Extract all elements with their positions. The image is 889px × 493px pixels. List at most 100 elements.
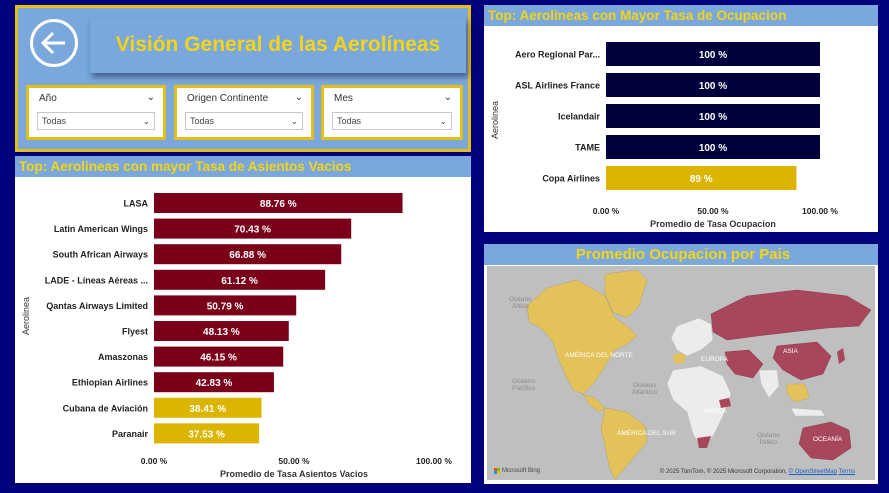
map-credit: © 2025 TomTom, © 2025 Microsoft Corporat…	[660, 469, 855, 475]
chart-title: Top: Aerolineas con mayor Tasa de Asient…	[15, 156, 471, 177]
data-label: 70.43 %	[234, 225, 271, 236]
slicer-dropdown[interactable]: Todas ⌄	[185, 112, 303, 130]
category-label: Qantas Airways Limited	[46, 301, 148, 311]
data-label: 61.12 %	[221, 276, 258, 287]
x-tick-label: 50.00 %	[697, 206, 729, 216]
map-label-oceania: OCEANÍA	[813, 436, 843, 443]
category-label: Paranair	[112, 429, 149, 439]
category-label: TAME	[575, 143, 600, 153]
chevron-down-icon: ⌄	[142, 116, 150, 126]
category-label: Ethiopian Airlines	[72, 378, 148, 388]
category-label: Aero Regional Par...	[515, 50, 600, 60]
map-region-indonesia	[790, 407, 826, 417]
x-axis-label: Promedio de Tasa Asientos Vacios	[220, 469, 368, 479]
category-label: ASL Airlines France	[515, 81, 600, 91]
category-label: Icelandair	[558, 112, 601, 122]
bar[interactable]	[154, 423, 260, 444]
world-map-shapes	[526, 269, 872, 480]
chart-title: Top: Aerolineas con Mayor Tasa de Ocupac…	[484, 5, 878, 26]
map-label-south-america: AMÉRICA DEL SUR	[617, 430, 676, 437]
slicer-dropdown[interactable]: Todas ⌄	[332, 112, 452, 130]
bar[interactable]	[154, 244, 342, 265]
chevron-down-icon: ⌄	[290, 116, 298, 126]
bar[interactable]	[154, 218, 352, 239]
osm-link[interactable]: © OpenStreetMap	[788, 469, 838, 475]
x-tick-label: 0.00 %	[593, 206, 620, 216]
x-axis-label: Promedio de Tasa Ocupacion	[650, 219, 776, 229]
map-title: Promedio Ocupacion por Pais	[484, 244, 878, 265]
bar[interactable]	[154, 372, 274, 393]
bar[interactable]	[154, 269, 326, 290]
data-label: 100 %	[699, 112, 727, 123]
bar[interactable]	[154, 295, 297, 316]
map-region-europe	[670, 317, 714, 357]
empty-seats-bar-chart[interactable]: LASA 88.76 % Latin American Wings 70.43 % So…	[15, 156, 471, 483]
map-region-central-america	[582, 393, 606, 413]
map-label-arctic: Océano Ártico	[509, 296, 532, 310]
x-tick-label: 0.00 %	[141, 456, 168, 466]
bar[interactable]	[154, 346, 284, 367]
category-label: South African Airways	[53, 250, 148, 260]
map-region-china	[772, 341, 832, 381]
data-label: 38.41 %	[189, 404, 226, 415]
slicer-label: Año	[39, 93, 57, 104]
slicer-value: Todas	[42, 116, 67, 126]
data-label: 37.53 %	[188, 429, 225, 440]
chevron-down-icon[interactable]: ⌄	[294, 92, 303, 103]
bar[interactable]	[606, 104, 820, 128]
terms-link[interactable]: Terms	[838, 469, 855, 475]
map-region-ethiopia	[719, 398, 731, 408]
empty-seats-chart-panel: Top: Aerolineas con mayor Tasa de Asient…	[15, 156, 471, 483]
map-region-south-africa	[697, 436, 711, 448]
slicer-value: Todas	[337, 116, 362, 126]
category-label: LASA	[124, 199, 149, 209]
bar[interactable]	[154, 193, 403, 213]
data-label: 100 %	[699, 50, 727, 61]
bar[interactable]	[606, 166, 797, 190]
slicer-year[interactable]: Año ⌄ Todas ⌄	[26, 85, 166, 140]
category-label: Cubana de Aviación	[63, 403, 148, 413]
slicer-month[interactable]: Mes ⌄ Todas ⌄	[321, 85, 463, 140]
map-label-africa: ÁFRICA	[703, 408, 727, 415]
map-label-pacific: Océano Pacífico	[512, 378, 536, 392]
data-label: 89 %	[690, 174, 713, 185]
bar[interactable]	[606, 42, 820, 66]
microsoft-logo-icon	[494, 468, 500, 474]
map-region-spain	[673, 354, 685, 364]
bar[interactable]	[606, 73, 820, 97]
data-label: 46.15 %	[200, 353, 237, 364]
category-label: LADE - Líneas Aéreas ...	[45, 275, 148, 285]
y-axis-label: Aerolinea	[21, 297, 31, 335]
category-label: Copa Airlines	[542, 174, 600, 184]
chevron-down-icon[interactable]: ⌄	[443, 92, 452, 103]
data-label: 66.88 %	[229, 250, 266, 261]
map-region-japan	[837, 348, 845, 364]
data-label: 50.79 %	[207, 301, 244, 312]
data-label: 42.83 %	[196, 378, 233, 389]
slicer-origin-continent[interactable]: Origen Continente ⌄ Todas ⌄	[174, 85, 314, 140]
category-label: Latin American Wings	[54, 224, 148, 234]
map-label-asia: ASIA	[783, 348, 798, 355]
world-map[interactable]: Océano Ártico AMÉRICA DEL NORTE EUROPA A…	[487, 266, 875, 480]
microsoft-bing-logo: Microsoft Bing	[494, 468, 540, 474]
bar[interactable]	[154, 397, 262, 418]
chevron-down-icon[interactable]: ⌄	[146, 92, 155, 103]
slicer-dropdown[interactable]: Todas ⌄	[37, 112, 155, 130]
x-tick-label: 100.00 %	[416, 456, 452, 466]
category-label: Flyest	[122, 327, 148, 337]
bar[interactable]	[606, 135, 820, 159]
slicer-label: Mes	[334, 93, 353, 104]
map-region-russia	[710, 289, 872, 341]
map-label-europe: EUROPA	[701, 356, 728, 363]
chevron-down-icon: ⌄	[439, 116, 447, 126]
header-panel: Visión General de las Aerolíneas Año ⌄ T…	[15, 5, 471, 152]
bar[interactable]	[154, 321, 289, 341]
map-region-australia	[798, 421, 852, 461]
occupancy-bar-chart[interactable]: Aero Regional Par... 100 % ASL Airlines Fr…	[484, 5, 878, 232]
x-tick-label: 100.00 %	[802, 206, 838, 216]
map-region-southeast-asia	[786, 383, 810, 403]
map-region-india	[758, 369, 780, 399]
data-label: 100 %	[699, 81, 727, 92]
map-region-north-america	[526, 279, 638, 395]
back-button[interactable]	[30, 19, 78, 67]
